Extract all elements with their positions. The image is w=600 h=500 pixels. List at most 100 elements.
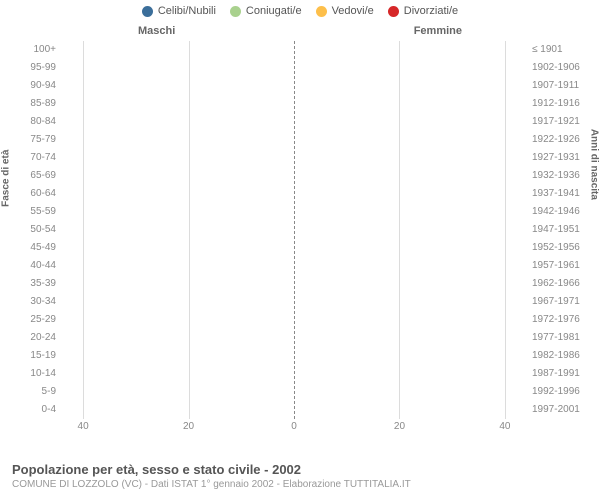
birth-year-label: 1947-1951 (532, 221, 590, 239)
age-row: 85-89 1912-1916 (10, 95, 590, 113)
legend-item: Coniugati/e (230, 5, 302, 17)
bar-group (62, 384, 526, 399)
birth-year-label: 1977-1981 (532, 329, 590, 347)
bar-group (62, 186, 526, 201)
bar-group (62, 348, 526, 363)
age-label: 35-39 (10, 275, 56, 293)
birth-year-label: 1932-1936 (532, 167, 590, 185)
chart-footer: Popolazione per età, sesso e stato civil… (12, 462, 411, 490)
birth-year-label: 1942-1946 (532, 203, 590, 221)
birth-year-label: 1992-1996 (532, 383, 590, 401)
legend-item: Divorziati/e (388, 5, 458, 17)
plot-area: Fasce di età Anni di nascita 100+≤ 19019… (10, 41, 590, 419)
birth-year-label: 1952-1956 (532, 239, 590, 257)
birth-year-label: 1907-1911 (532, 77, 590, 95)
age-label: 95-99 (10, 59, 56, 77)
age-label: 50-54 (10, 221, 56, 239)
age-label: 0-4 (10, 401, 56, 419)
age-label: 75-79 (10, 131, 56, 149)
age-label: 25-29 (10, 311, 56, 329)
male-header: Maschi (138, 25, 175, 37)
birth-year-label: 1997-2001 (532, 401, 590, 419)
age-label: 5-9 (10, 383, 56, 401)
bar-group (62, 294, 526, 309)
legend-swatch (142, 6, 153, 17)
birth-year-label: 1902-1906 (532, 59, 590, 77)
age-row: 35-39 1962-1966 (10, 275, 590, 293)
bar-group (62, 204, 526, 219)
x-tick-label: 0 (291, 421, 297, 432)
x-tick-label: 20 (183, 421, 194, 432)
legend-label: Vedovi/e (332, 5, 374, 17)
age-row: 100+ ≤ 1901 (10, 41, 590, 59)
legend: Celibi/Nubili Coniugati/e Vedovi/e Divorzia… (10, 5, 590, 17)
bar-group (62, 60, 526, 75)
bar-group (62, 240, 526, 255)
age-row: 70-741927-1931 (10, 149, 590, 167)
bar-group (62, 276, 526, 291)
birth-year-label: 1972-1976 (532, 311, 590, 329)
age-row: 80-841917-1921 (10, 113, 590, 131)
age-row: 30-34 1967-1971 (10, 293, 590, 311)
birth-year-label: 1917-1921 (532, 113, 590, 131)
age-label: 65-69 (10, 167, 56, 185)
birth-year-label: 1962-1966 (532, 275, 590, 293)
age-label: 85-89 (10, 95, 56, 113)
bar-group (62, 366, 526, 381)
age-row: 90-94 1907-1911 (10, 77, 590, 95)
age-row: 5-9 1992-1996 (10, 383, 590, 401)
legend-label: Divorziati/e (404, 5, 458, 17)
age-label: 30-34 (10, 293, 56, 311)
legend-label: Celibi/Nubili (158, 5, 216, 17)
bar-group (62, 78, 526, 93)
bar-group (62, 402, 526, 417)
age-row: 0-4 1997-2001 (10, 401, 590, 419)
age-label: 70-74 (10, 149, 56, 167)
bar-group (62, 96, 526, 111)
bar-group (62, 132, 526, 147)
bar-group (62, 168, 526, 183)
bar-group (62, 114, 526, 129)
x-axis: 402002040 (10, 421, 590, 439)
legend-label: Coniugati/e (246, 5, 302, 17)
age-label: 10-14 (10, 365, 56, 383)
age-label: 55-59 (10, 203, 56, 221)
legend-swatch (316, 6, 327, 17)
birth-year-label: 1967-1971 (532, 293, 590, 311)
legend-item: Celibi/Nubili (142, 5, 216, 17)
chart-subtitle: COMUNE DI LOZZOLO (VC) - Dati ISTAT 1° g… (12, 479, 411, 490)
age-row: 75-79 1922-1926 (10, 131, 590, 149)
legend-item: Vedovi/e (316, 5, 374, 17)
population-pyramid-chart: Celibi/Nubili Coniugati/e Vedovi/e Divorzia… (10, 5, 590, 455)
bar-group (62, 222, 526, 237)
age-row: 50-54 1947-1951 (10, 221, 590, 239)
birth-year-label: ≤ 1901 (532, 41, 590, 59)
bar-group (62, 150, 526, 165)
age-row: 25-29 1972-1976 (10, 311, 590, 329)
legend-swatch (230, 6, 241, 17)
age-label: 60-64 (10, 185, 56, 203)
legend-swatch (388, 6, 399, 17)
age-label: 20-24 (10, 329, 56, 347)
age-row: 45-49 1952-1956 (10, 239, 590, 257)
bar-group (62, 42, 526, 57)
age-row: 65-69 1932-1936 (10, 167, 590, 185)
birth-year-label: 1987-1991 (532, 365, 590, 383)
x-tick-label: 40 (499, 421, 510, 432)
age-label: 45-49 (10, 239, 56, 257)
age-row: 40-441957-1961 (10, 257, 590, 275)
column-headers: Maschi Femmine (10, 25, 590, 41)
age-label: 100+ (10, 41, 56, 59)
birth-year-label: 1922-1926 (532, 131, 590, 149)
female-header: Femmine (414, 25, 462, 37)
age-row: 60-641937-1941 (10, 185, 590, 203)
y-axis-right-label: Anni di nascita (589, 129, 600, 200)
age-row: 95-99 1902-1906 (10, 59, 590, 77)
age-row: 20-24 1977-1981 (10, 329, 590, 347)
birth-year-label: 1912-1916 (532, 95, 590, 113)
age-row: 10-14 1987-1991 (10, 365, 590, 383)
age-row: 15-191982-1986 (10, 347, 590, 365)
bar-group (62, 330, 526, 345)
age-label: 90-94 (10, 77, 56, 95)
birth-year-label: 1982-1986 (532, 347, 590, 365)
